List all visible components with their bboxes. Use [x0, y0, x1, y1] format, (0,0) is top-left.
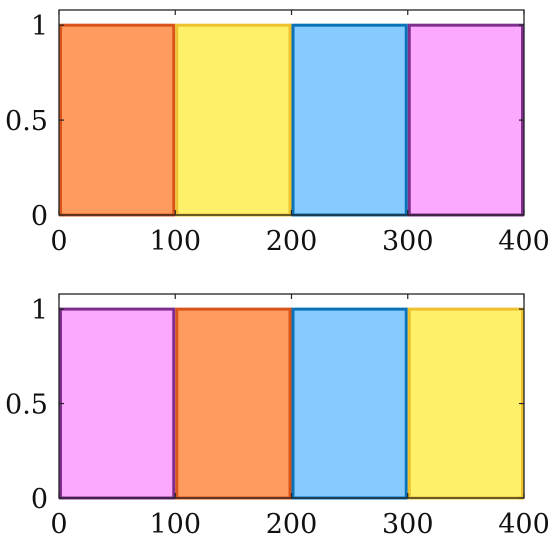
bar-3	[407, 23, 524, 217]
y-tick-label: 1	[31, 295, 48, 326]
y-tick-label: 0.5	[5, 390, 48, 421]
x-tick-label: 200	[266, 509, 318, 540]
x-tick-label: 400	[498, 509, 550, 540]
bar-0	[59, 307, 176, 500]
y-tick-label: 0.5	[5, 106, 48, 137]
bar-0	[59, 23, 176, 217]
bar-1	[175, 23, 292, 217]
chart-panel-bottom: 0 100 200 300 400 0 0.5 1	[5, 293, 550, 540]
bar-2	[291, 307, 408, 500]
x-tick-label: 400	[498, 226, 550, 257]
x-tick-label: 0	[50, 226, 67, 257]
x-tick-label: 100	[149, 509, 201, 540]
x-tick-label: 300	[382, 226, 434, 257]
y-tick-label: 0	[31, 484, 48, 515]
x-tick-label: 100	[149, 226, 201, 257]
chart-panel-top: 0 100 200 300 400 0 0.5 1	[5, 9, 550, 257]
bar-3	[407, 307, 524, 500]
y-tick-label: 0	[31, 201, 48, 232]
x-tick-label: 200	[266, 226, 318, 257]
x-tick-label: 300	[382, 509, 434, 540]
bar-1	[175, 307, 292, 500]
x-tick-label: 0	[50, 509, 67, 540]
bar-2	[291, 23, 408, 217]
y-tick-label: 1	[31, 11, 48, 42]
